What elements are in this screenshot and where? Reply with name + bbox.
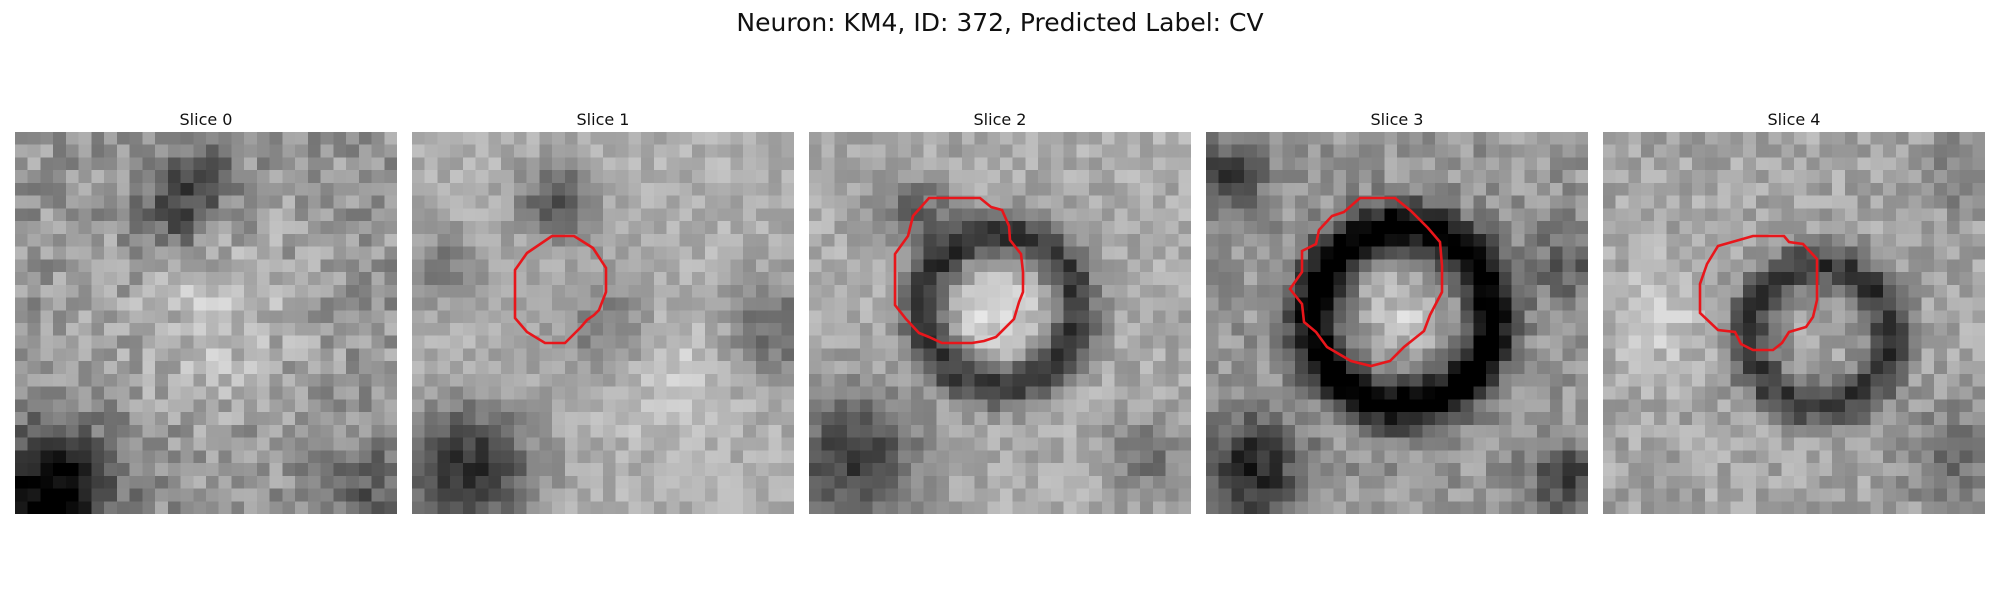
panel-title: Slice 3: [1370, 110, 1424, 129]
figure-title: Neuron: KM4, ID: 372, Predicted Label: C…: [736, 8, 1264, 37]
microscopy-slice-image: [1603, 132, 1985, 514]
panel-title: Slice 0: [179, 110, 233, 129]
panel-slice-4: Slice 4: [1603, 108, 1985, 514]
microscopy-slice-image: [1206, 132, 1588, 514]
panel-title: Slice 2: [973, 110, 1027, 129]
panel-slice-1: Slice 1: [412, 108, 794, 514]
panel-slice-2: Slice 2: [809, 108, 1191, 514]
panel-title: Slice 4: [1767, 110, 1821, 129]
panel-slice-0: Slice 0: [15, 108, 397, 514]
microscopy-slice-image: [15, 132, 397, 514]
microscopy-slice-image: [412, 132, 794, 514]
panel-slice-3: Slice 3: [1206, 108, 1588, 514]
microscopy-slice-image: [809, 132, 1191, 514]
panel-title: Slice 1: [576, 110, 630, 129]
